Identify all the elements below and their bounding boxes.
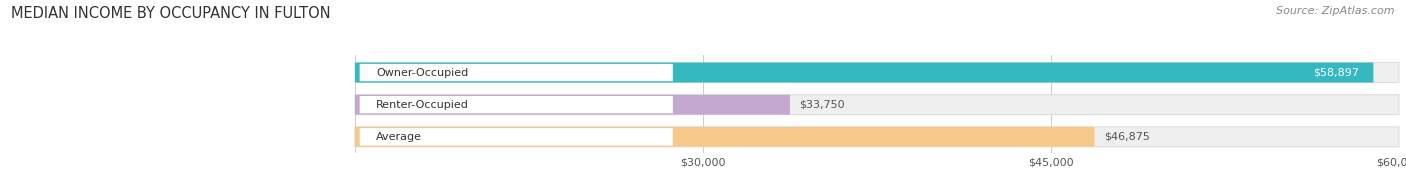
Text: Average: Average (375, 132, 422, 142)
Text: Source: ZipAtlas.com: Source: ZipAtlas.com (1277, 6, 1395, 16)
FancyBboxPatch shape (360, 64, 673, 81)
FancyBboxPatch shape (354, 95, 790, 115)
FancyBboxPatch shape (360, 128, 673, 145)
FancyBboxPatch shape (360, 96, 673, 113)
FancyBboxPatch shape (354, 127, 1094, 147)
Text: $46,875: $46,875 (1104, 132, 1150, 142)
Text: MEDIAN INCOME BY OCCUPANCY IN FULTON: MEDIAN INCOME BY OCCUPANCY IN FULTON (11, 6, 330, 21)
FancyBboxPatch shape (354, 95, 1399, 115)
Text: Renter-Occupied: Renter-Occupied (375, 100, 468, 110)
FancyBboxPatch shape (354, 63, 1399, 83)
Text: $58,897: $58,897 (1313, 68, 1360, 78)
FancyBboxPatch shape (354, 63, 1374, 83)
Text: $33,750: $33,750 (799, 100, 845, 110)
FancyBboxPatch shape (354, 127, 1399, 147)
Text: Owner-Occupied: Owner-Occupied (375, 68, 468, 78)
